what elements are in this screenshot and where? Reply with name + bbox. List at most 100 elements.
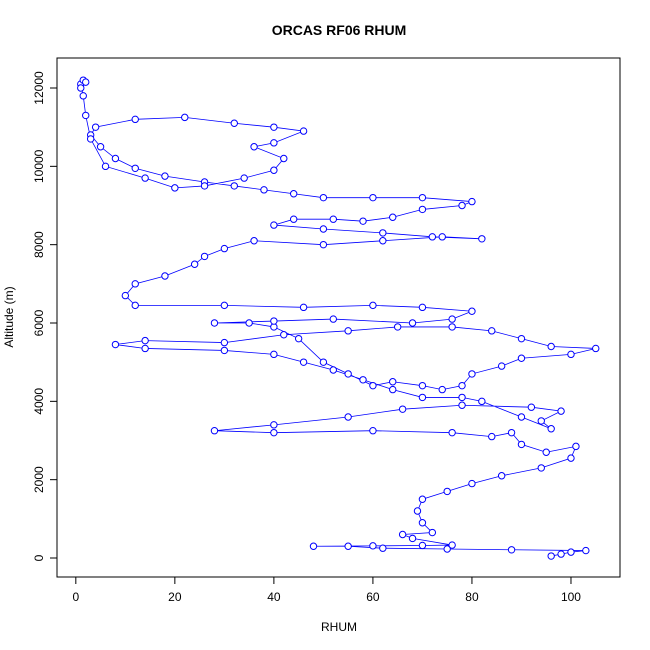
data-point bbox=[389, 213, 397, 221]
data-point bbox=[418, 193, 427, 202]
data-point bbox=[408, 534, 417, 543]
data-point bbox=[517, 413, 526, 421]
data-point bbox=[393, 323, 402, 331]
data-point bbox=[443, 545, 451, 553]
data-point bbox=[200, 182, 209, 190]
data-point bbox=[468, 370, 476, 378]
data-point bbox=[408, 319, 417, 327]
data-point bbox=[413, 507, 422, 515]
data-point bbox=[448, 428, 456, 437]
data-point bbox=[517, 354, 526, 362]
data-point bbox=[398, 405, 407, 413]
y-tick-label: 8000 bbox=[32, 231, 46, 258]
data-point bbox=[96, 143, 105, 151]
data-point bbox=[448, 323, 456, 331]
data-point bbox=[557, 550, 565, 558]
data-point bbox=[131, 301, 139, 310]
data-point bbox=[488, 327, 496, 335]
data-point bbox=[220, 301, 229, 310]
data-point bbox=[458, 401, 466, 409]
data-point bbox=[101, 162, 110, 171]
chart-title: ORCAS RF06 RHUM bbox=[272, 22, 407, 38]
data-point bbox=[488, 432, 496, 441]
data-point bbox=[220, 338, 229, 347]
data-point bbox=[131, 280, 139, 288]
data-point bbox=[359, 376, 367, 384]
data-point bbox=[299, 303, 308, 312]
data-point bbox=[542, 448, 550, 456]
data-point bbox=[507, 428, 516, 437]
data-point bbox=[270, 421, 278, 429]
data-point bbox=[299, 358, 308, 366]
data-point bbox=[289, 190, 298, 198]
data-point bbox=[171, 184, 179, 192]
x-tick-label: 100 bbox=[561, 590, 581, 604]
x-tick-label: 60 bbox=[366, 590, 380, 604]
data-point bbox=[270, 166, 278, 174]
data-point bbox=[557, 407, 565, 415]
data-point bbox=[280, 331, 288, 339]
data-point bbox=[220, 346, 229, 355]
data-point bbox=[448, 315, 456, 323]
data-point bbox=[517, 334, 526, 343]
data-point bbox=[497, 362, 506, 370]
data-point bbox=[547, 552, 555, 560]
data-point bbox=[468, 197, 476, 206]
data-point bbox=[418, 381, 427, 390]
data-point bbox=[369, 301, 377, 310]
data-point bbox=[389, 385, 397, 394]
data-point bbox=[369, 427, 377, 435]
data-point bbox=[121, 291, 130, 300]
data-point bbox=[567, 350, 575, 359]
data-point bbox=[438, 233, 446, 241]
data-point bbox=[319, 225, 328, 233]
data-point bbox=[131, 115, 139, 124]
data-point bbox=[270, 428, 278, 437]
data-point bbox=[329, 366, 338, 374]
data-point bbox=[210, 427, 219, 435]
data-point bbox=[438, 385, 446, 394]
data-point bbox=[359, 217, 367, 225]
data-point bbox=[299, 127, 308, 135]
data-point bbox=[111, 154, 120, 163]
x-tick-label: 20 bbox=[168, 590, 182, 604]
data-point bbox=[141, 344, 149, 353]
data-point bbox=[468, 479, 476, 488]
data-point bbox=[379, 237, 387, 245]
data-point bbox=[418, 303, 427, 312]
data-point bbox=[468, 307, 476, 315]
y-tick-label: 10000 bbox=[32, 149, 46, 183]
plot-box bbox=[56, 57, 621, 578]
data-point bbox=[329, 215, 338, 223]
data-point bbox=[398, 530, 407, 539]
data-point bbox=[537, 417, 545, 425]
data-point bbox=[77, 84, 85, 92]
data-point bbox=[289, 215, 298, 223]
data-point bbox=[329, 315, 338, 323]
data-point bbox=[418, 541, 427, 550]
data-point bbox=[111, 340, 120, 349]
data-point bbox=[567, 454, 575, 462]
data-point bbox=[428, 233, 437, 241]
data-point bbox=[344, 370, 352, 378]
data-point bbox=[270, 221, 278, 229]
data-point bbox=[572, 442, 580, 451]
data-point bbox=[448, 541, 456, 549]
data-point bbox=[240, 174, 248, 182]
data-point bbox=[82, 78, 90, 86]
x-axis-label: RHUM bbox=[321, 620, 357, 634]
data-point bbox=[537, 464, 545, 472]
data-point bbox=[141, 336, 149, 345]
data-point bbox=[210, 319, 219, 327]
data-point bbox=[294, 334, 303, 343]
data-point bbox=[230, 182, 238, 190]
data-point bbox=[250, 143, 258, 151]
data-point bbox=[131, 164, 139, 172]
data-point bbox=[86, 135, 95, 143]
y-tick-label: 2000 bbox=[32, 466, 46, 493]
data-point bbox=[547, 425, 555, 433]
data-point bbox=[458, 201, 466, 210]
data-point bbox=[319, 358, 328, 366]
data-point bbox=[418, 519, 427, 527]
data-point bbox=[478, 397, 486, 406]
